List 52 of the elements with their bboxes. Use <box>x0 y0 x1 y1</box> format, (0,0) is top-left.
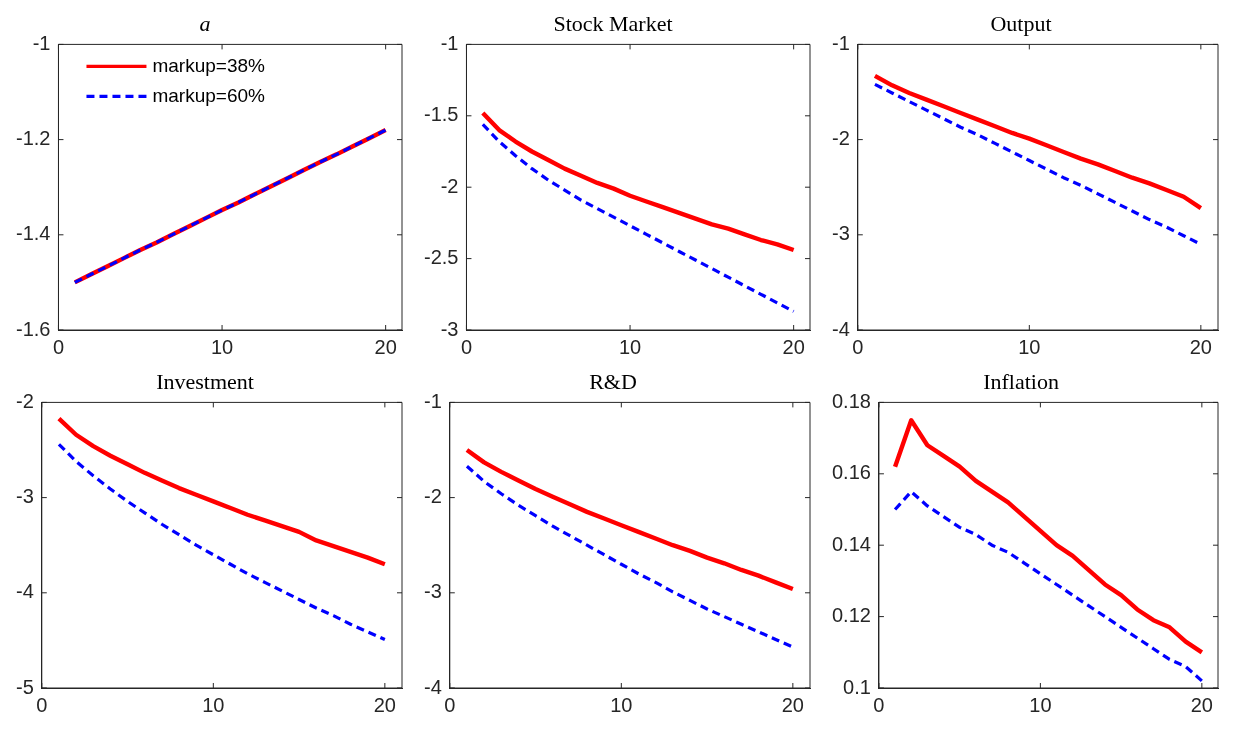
chart-title: Output <box>990 10 1052 36</box>
x-tick-label: 0 <box>873 693 885 716</box>
x-tick-label: 0 <box>852 335 864 358</box>
y-tick-label: -4 <box>15 580 34 603</box>
y-tick-label: -3 <box>15 485 34 508</box>
y-tick-label: -1.4 <box>15 222 51 245</box>
x-tick-label: 0 <box>36 693 48 716</box>
y-tick-label: -1.2 <box>15 127 51 150</box>
x-tick-label: 10 <box>610 693 633 716</box>
chart-title: Stock Market <box>553 10 673 36</box>
x-tick-label: 20 <box>781 693 804 716</box>
y-tick-label: -1 <box>423 389 442 412</box>
y-tick-label: -4 <box>423 675 442 698</box>
x-tick-label: 20 <box>1189 335 1212 358</box>
y-tick-label: 0.14 <box>831 532 871 555</box>
x-tick-label: 20 <box>373 693 396 716</box>
x-tick-label: 10 <box>1029 693 1052 716</box>
x-tick-label: 10 <box>202 693 225 716</box>
y-tick-label: -2 <box>440 174 459 197</box>
y-tick-label: -3 <box>440 317 459 340</box>
y-tick-label: -4 <box>831 317 850 340</box>
legend-label: markup=60% <box>152 84 266 106</box>
x-tick-label: 0 <box>52 335 65 358</box>
legend-label: markup=38% <box>152 54 266 76</box>
y-tick-label: -1 <box>831 31 850 54</box>
y-tick-label: 0.1 <box>843 675 871 698</box>
chart-title: Inflation <box>983 368 1059 394</box>
y-tick-label: -1 <box>440 31 459 54</box>
x-tick-label: 0 <box>444 693 456 716</box>
x-tick-label: 10 <box>210 335 234 358</box>
x-tick-label: 0 <box>460 335 473 358</box>
x-tick-label: 20 <box>374 335 397 358</box>
x-tick-label: 20 <box>1190 693 1213 716</box>
y-tick-label: -2 <box>15 389 34 412</box>
y-tick-label: -1 <box>32 31 51 54</box>
y-tick-label: 0.16 <box>831 461 871 484</box>
y-tick-label: -2.5 <box>423 246 459 269</box>
y-tick-label: -1.5 <box>423 103 459 126</box>
y-tick-label: 0.18 <box>831 389 871 412</box>
y-tick-label: -3 <box>831 222 850 245</box>
x-tick-label: 10 <box>618 335 642 358</box>
chart-title: a <box>199 10 211 36</box>
y-tick-label: 0.12 <box>831 604 871 627</box>
chart-title: R&D <box>589 368 637 394</box>
x-tick-label: 20 <box>782 335 805 358</box>
y-tick-label: -2 <box>423 485 442 508</box>
y-tick-label: -3 <box>423 580 442 603</box>
y-tick-label: -5 <box>15 675 34 698</box>
x-tick-label: 10 <box>1018 335 1041 358</box>
y-tick-label: -2 <box>831 127 850 150</box>
y-tick-label: -1.6 <box>15 317 51 340</box>
chart-title: Investment <box>156 368 254 394</box>
